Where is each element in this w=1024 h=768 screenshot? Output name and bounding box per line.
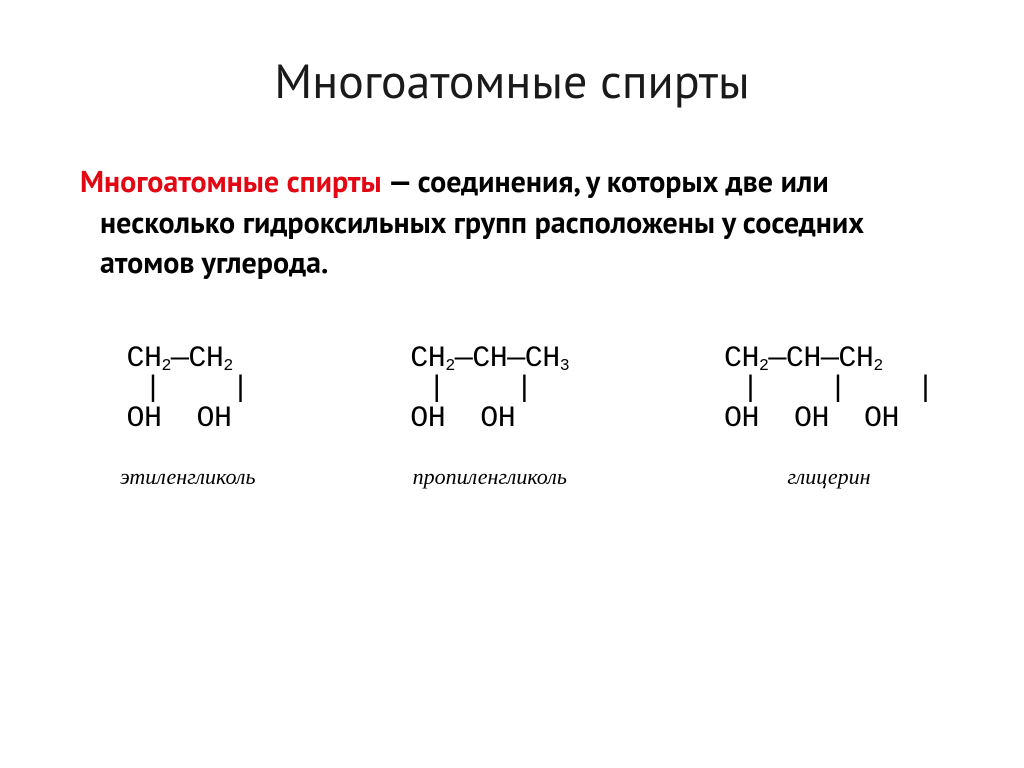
formula-mid: | | | <box>724 372 934 406</box>
definition-paragraph: Многоатомные спирты — соединения, у кото… <box>80 162 944 284</box>
formula-glycerin: CH2—CH—CH2 | | | OH OH OH <box>724 344 934 435</box>
slide: Многоатомные спирты Многоатомные спирты … <box>0 0 1024 768</box>
formula-top: CH2—CH—CH2 <box>724 342 883 376</box>
molecule-name: глицерин <box>787 464 870 490</box>
formula-propylene-glycol: CH2—CH—CH3 | | OH OH <box>410 344 569 435</box>
page-title: Многоатомные спирты <box>80 50 944 112</box>
formula-ethylene-glycol: CH2—CH2 | | OH OH <box>126 344 249 435</box>
formula-bot: OH OH <box>410 402 515 436</box>
definition-term: Многоатомные спирты <box>80 162 382 201</box>
molecule-name: пропиленгликоль <box>413 464 567 490</box>
molecule-propylene-glycol: CH2—CH—CH3 | | OH OH пропиленгликоль <box>410 344 569 491</box>
formula-top: CH2—CH—CH3 <box>410 342 569 376</box>
formula-bot: OH OH OH <box>724 402 899 436</box>
structures-row: CH2—CH2 | | OH OH этиленгликоль CH2—CH—C… <box>80 344 944 491</box>
definition-dash: — <box>382 162 418 201</box>
formula-top: CH2—CH2 <box>126 342 232 376</box>
formula-bot: OH OH <box>126 402 231 436</box>
formula-mid: | | <box>410 372 533 406</box>
molecule-name: этиленгликоль <box>120 464 256 490</box>
formula-mid: | | <box>126 372 249 406</box>
molecule-glycerin: CH2—CH—CH2 | | | OH OH OH глицерин <box>724 344 934 491</box>
molecule-ethylene-glycol: CH2—CH2 | | OH OH этиленгликоль <box>120 344 256 491</box>
